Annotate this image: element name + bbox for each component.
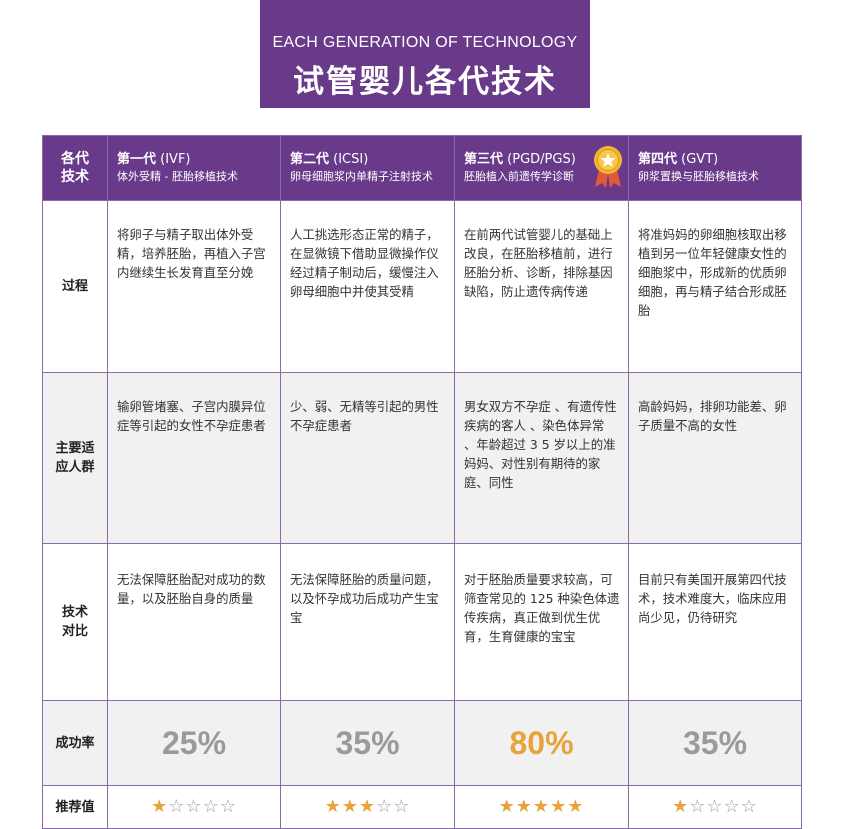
row-label-rating: 推荐值 — [42, 785, 108, 829]
star-filled-icon: ★★★★★ — [498, 796, 585, 817]
title-banner: EACH GENERATION OF TECHNOLOGY 试管婴儿各代技术 — [260, 0, 590, 108]
header-row: 各代 技术 第一代 (IVF) 体外受精 - 胚胎移植技术 第二代 (ICSI)… — [42, 135, 802, 201]
success-rate-value: 35% — [280, 700, 455, 786]
process-cell: 人工挑选形态正常的精子，在显微镜下借助显微操作仪经过精子制动后，缓慢注入卵母细胞… — [280, 200, 455, 373]
header-corner: 各代 技术 — [42, 135, 108, 201]
title-chinese: 试管婴儿各代技术 — [293, 64, 557, 100]
gen-desc: 体外受精 - 胚胎移植技术 — [117, 170, 238, 183]
header-gen-1: 第一代 (IVF) 体外受精 - 胚胎移植技术 — [107, 135, 281, 201]
row-label-audience: 主要适 应人群 — [42, 372, 108, 544]
audience-cell: 输卵管堵塞、子宫内膜异位症等引起的女性不孕症患者 — [107, 372, 281, 544]
star-rating: ★☆☆☆☆ — [107, 785, 281, 829]
title-english: EACH GENERATION OF TECHNOLOGY — [272, 34, 578, 51]
tech-cell: 目前只有美国开展第四代技术，技术难度大，临床应用尚少见，仍待研究 — [628, 543, 802, 701]
header-gen-2: 第二代 (ICSI) 卵母细胞浆内单精子注射技术 — [280, 135, 455, 201]
tech-cell: 无法保障胚胎配对成功的数量，以及胚胎自身的质量 — [107, 543, 281, 701]
row-label-line: 应人群 — [55, 460, 95, 475]
process-row: 过程 将卵子与精子取出体外受精，培养胚胎，再植入子宫内继续生长发育直至分娩 人工… — [42, 200, 802, 373]
success-rate-row: 成功率 25% 35% 80% 35% — [42, 700, 802, 786]
star-empty-icon: ☆☆ — [376, 796, 411, 817]
gen-code: (PGD/PGS) — [507, 152, 576, 167]
tech-compare-row: 技术 对比 无法保障胚胎配对成功的数量，以及胚胎自身的质量 无法保障胚胎的质量问… — [42, 543, 802, 701]
row-label-line: 过程 — [61, 279, 88, 294]
row-label-line: 成功率 — [55, 735, 95, 751]
medal-icon — [594, 146, 622, 188]
star-empty-icon: ☆☆☆☆ — [689, 796, 758, 817]
star-filled-icon: ★ — [672, 796, 690, 817]
row-label-line: 推荐值 — [55, 799, 95, 815]
header-corner-line: 各代 — [61, 151, 89, 167]
header-corner-line: 技术 — [61, 169, 89, 185]
gen-code: (ICSI) — [333, 152, 369, 167]
process-cell: 将准妈妈的卵细胞核取出移植到另一位年轻健康女性的细胞浆中，形成新的优质卵细胞，再… — [628, 200, 802, 373]
infographic-page: EACH GENERATION OF TECHNOLOGY 试管婴儿各代技术 各… — [42, 0, 802, 829]
gen-desc: 胚胎植入前遗传学诊断 — [464, 170, 574, 183]
star-filled-icon: ★ — [151, 796, 169, 817]
row-label-line: 主要适 — [55, 441, 95, 456]
row-label-line: 对比 — [61, 624, 88, 639]
star-empty-icon: ☆☆☆☆ — [168, 796, 237, 817]
star-rating: ★★★☆☆ — [280, 785, 455, 829]
header-gen-3: 第三代 (PGD/PGS) 胚胎植入前遗传学诊断 — [454, 135, 629, 201]
header-gen-4: 第四代 (GVT) 卵浆置换与胚胎移植技术 — [628, 135, 802, 201]
gen-name: 第二代 — [290, 152, 330, 167]
tech-cell: 对于胚胎质量要求较高，可筛查常见的 125 种染色体遗传疾病，真正做到优生优育，… — [454, 543, 629, 701]
star-filled-icon: ★★★ — [324, 796, 377, 817]
row-label-success: 成功率 — [42, 700, 108, 786]
gen-name: 第三代 — [464, 152, 504, 167]
gen-desc: 卵浆置换与胚胎移植技术 — [638, 170, 759, 183]
audience-cell: 高龄妈妈，排卵功能差、卵子质量不高的女性 — [628, 372, 802, 544]
gen-desc: 卵母细胞浆内单精子注射技术 — [290, 170, 433, 183]
success-rate-value: 35% — [628, 700, 802, 786]
audience-row: 主要适 应人群 输卵管堵塞、子宫内膜异位症等引起的女性不孕症患者 少、弱、无精等… — [42, 372, 802, 544]
star-rating: ★☆☆☆☆ — [628, 785, 802, 829]
gen-code: (IVF) — [160, 152, 191, 167]
row-label-line: 技术 — [61, 605, 88, 620]
process-cell: 将卵子与精子取出体外受精，培养胚胎，再植入子宫内继续生长发育直至分娩 — [107, 200, 281, 373]
audience-cell: 男女双方不孕症 、有遗传性疾病的客人 、染色体异常 、年龄超过 3 5 岁以上的… — [454, 372, 629, 544]
gen-name: 第四代 — [638, 152, 678, 167]
success-rate-value: 80% — [454, 700, 629, 786]
tech-cell: 无法保障胚胎的质量问题，以及怀孕成功后成功产生宝宝 — [280, 543, 455, 701]
row-label-tech: 技术 对比 — [42, 543, 108, 701]
star-rating: ★★★★★ — [454, 785, 629, 829]
rating-row: 推荐值 ★☆☆☆☆ ★★★☆☆ ★★★★★ ★☆☆☆☆ — [42, 785, 802, 829]
success-rate-value: 25% — [107, 700, 281, 786]
comparison-table: 各代 技术 第一代 (IVF) 体外受精 - 胚胎移植技术 第二代 (ICSI)… — [42, 135, 802, 829]
row-label-process: 过程 — [42, 200, 108, 373]
audience-cell: 少、弱、无精等引起的男性不孕症患者 — [280, 372, 455, 544]
gen-name: 第一代 — [117, 152, 157, 167]
process-cell: 在前两代试管婴儿的基础上改良，在胚胎移植前，进行胚胎分析、诊断，排除基因缺陷，防… — [454, 200, 629, 373]
gen-code: (GVT) — [681, 152, 719, 167]
